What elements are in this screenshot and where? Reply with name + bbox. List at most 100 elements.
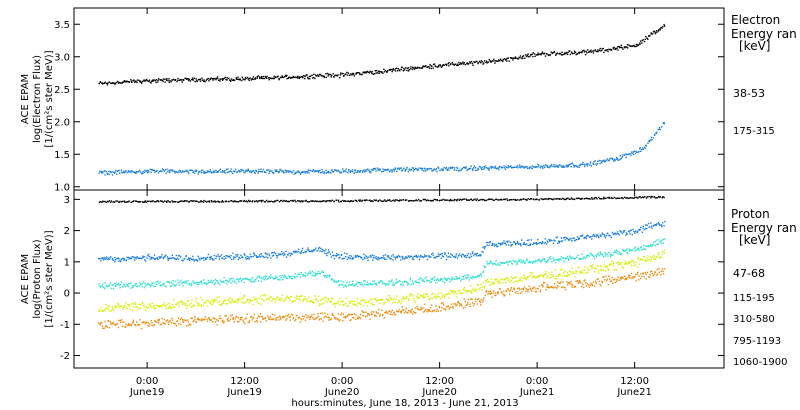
proton-point — [643, 244, 645, 247]
electron-point — [216, 76, 219, 78]
proton-point — [286, 315, 289, 317]
electron-point — [166, 168, 168, 170]
proton-point — [591, 266, 593, 268]
proton-point — [480, 299, 482, 301]
proton-point — [477, 199, 480, 202]
electron-point — [411, 68, 414, 70]
proton-point — [104, 256, 106, 259]
electron-point — [526, 54, 529, 57]
proton-point — [259, 277, 261, 279]
proton-point — [169, 257, 171, 259]
proton-point — [168, 302, 170, 305]
electron-point — [570, 163, 572, 165]
proton-point — [324, 200, 326, 202]
electron-point — [281, 76, 284, 78]
proton-point — [271, 318, 274, 321]
proton-point — [434, 198, 437, 201]
proton-point — [237, 300, 239, 302]
electron-point — [422, 65, 424, 67]
proton-point — [235, 282, 237, 285]
proton-point — [617, 233, 619, 235]
proton-point — [594, 271, 596, 273]
proton-point — [392, 301, 394, 304]
electron-point — [228, 79, 231, 81]
proton-point — [344, 315, 347, 318]
proton-point — [440, 279, 442, 281]
electron-point — [124, 80, 126, 83]
proton-point — [108, 200, 111, 202]
proton-point — [500, 198, 502, 200]
electron-point — [469, 62, 471, 64]
electron-point — [550, 165, 552, 167]
proton-point — [393, 297, 395, 299]
electron-point — [497, 167, 500, 169]
proton-point — [558, 259, 560, 262]
proton-point — [490, 262, 493, 264]
proton-point — [588, 286, 590, 288]
electron-point — [182, 171, 184, 173]
proton-point — [449, 278, 451, 280]
electron-point — [659, 128, 661, 131]
proton-point — [404, 257, 406, 259]
electron-point — [436, 170, 438, 173]
electron-point — [521, 55, 524, 58]
electron-point — [101, 172, 103, 174]
electron-point — [340, 172, 342, 174]
proton-point — [430, 304, 433, 306]
proton-point — [179, 323, 182, 326]
proton-point — [449, 198, 452, 201]
electron-point — [131, 81, 133, 83]
proton-point — [498, 264, 500, 266]
proton-point — [575, 270, 577, 272]
proton-point — [661, 224, 663, 226]
electron-point — [441, 169, 444, 172]
proton-point — [281, 294, 284, 296]
proton-point — [564, 287, 566, 289]
proton-point — [510, 245, 512, 247]
proton-point — [367, 259, 369, 261]
proton-point — [477, 297, 480, 300]
proton-point — [633, 265, 635, 267]
electron-point — [465, 167, 467, 169]
proton-point — [205, 282, 207, 284]
xtick-date-label: June19 — [226, 387, 262, 398]
proton-point — [344, 200, 346, 202]
proton-point — [116, 200, 119, 202]
proton-point — [408, 200, 411, 202]
proton-point — [602, 276, 604, 278]
proton-point — [122, 306, 124, 309]
proton-point — [511, 263, 513, 265]
proton-point — [529, 244, 531, 246]
electron-point — [298, 76, 300, 78]
electron-point — [274, 170, 277, 172]
electron-point — [558, 52, 561, 55]
electron-point — [307, 170, 309, 173]
proton-point — [176, 320, 179, 322]
proton-point — [298, 298, 300, 300]
proton-point — [428, 299, 430, 301]
proton-point — [173, 200, 175, 203]
electron-point — [123, 171, 125, 173]
proton-point — [258, 255, 260, 257]
proton-point — [380, 200, 382, 202]
proton-point — [233, 258, 235, 260]
proton-point — [175, 325, 178, 327]
electron-point — [239, 78, 241, 80]
proton-point — [475, 288, 478, 291]
proton-point — [354, 199, 356, 202]
electron-point — [512, 166, 514, 169]
proton-point — [303, 275, 306, 277]
proton-point — [660, 256, 663, 258]
proton-point — [207, 279, 209, 282]
proton-point — [410, 200, 413, 202]
electron-point — [228, 77, 230, 80]
proton-point — [279, 279, 281, 281]
electron-point — [266, 77, 268, 79]
proton-point — [503, 290, 505, 292]
proton-point — [516, 280, 518, 283]
proton-point — [104, 325, 107, 328]
electron-point — [317, 171, 320, 173]
proton-point — [495, 244, 497, 246]
proton-point — [162, 304, 164, 306]
proton-point — [564, 198, 566, 201]
